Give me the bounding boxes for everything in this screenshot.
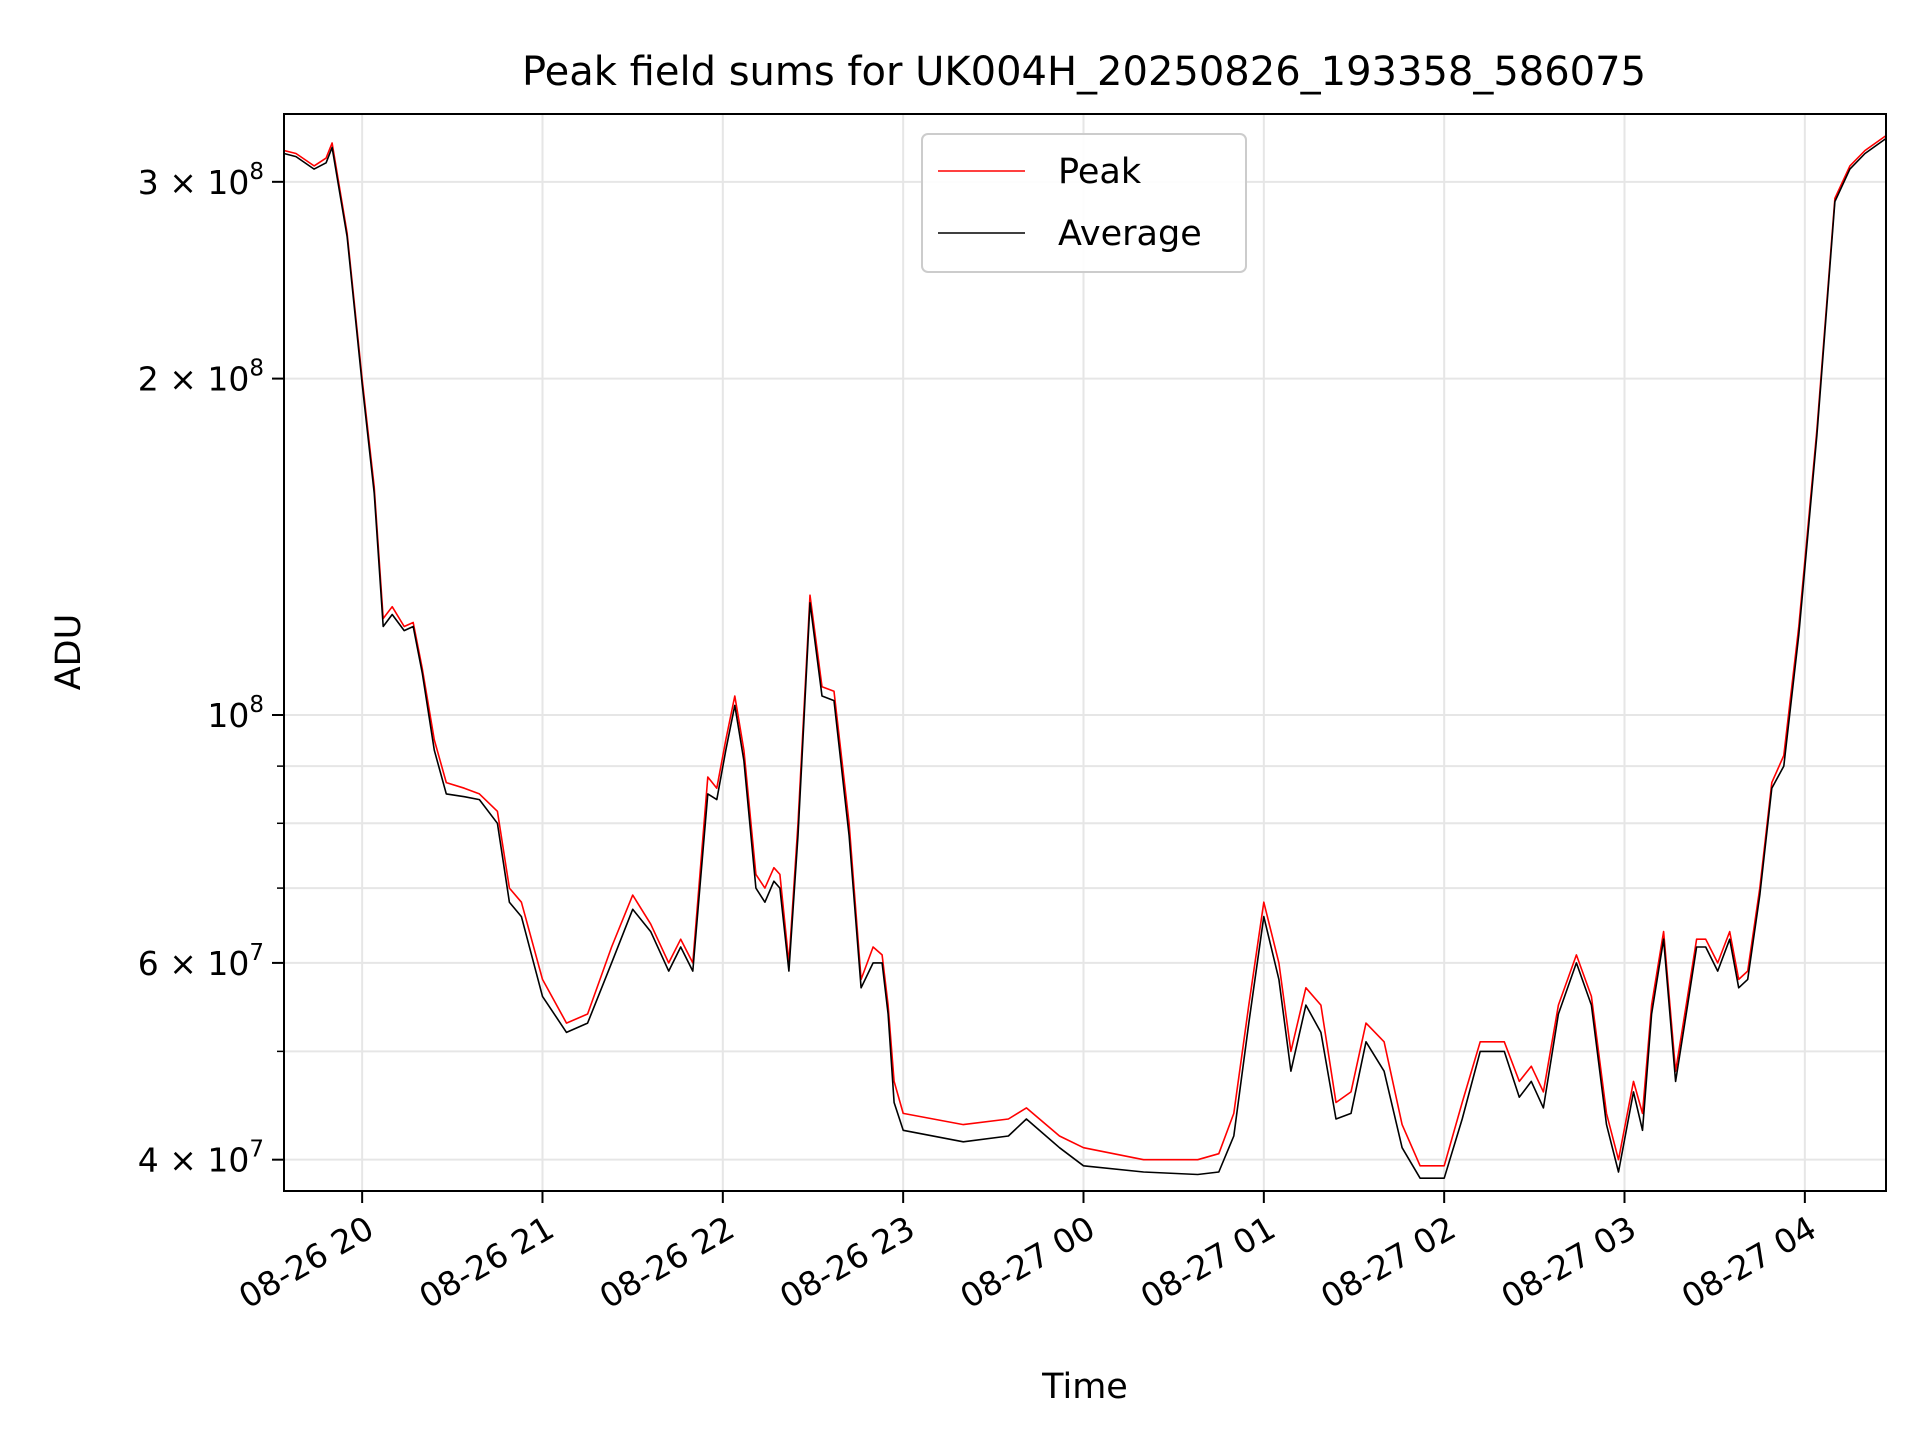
legend-box (921, 133, 1247, 273)
chart-title: Peak field sums for UK004H_20250826_1933… (522, 49, 1646, 95)
x-axis-label: Time (1041, 1367, 1128, 1407)
y-tick-label: 3 × 108 (138, 159, 264, 202)
y-axis-label: ADU (49, 614, 89, 691)
plot-area (283, 134, 1887, 1179)
legend-average-label: Average (1058, 214, 1202, 254)
grid (284, 114, 1886, 1191)
y-tick-label: 6 × 107 (138, 940, 264, 983)
y-tick-label: 4 × 107 (138, 1137, 264, 1180)
legend-peak-label: Peak (1058, 152, 1142, 192)
y-tick-label: 2 × 108 (138, 356, 264, 399)
series-line-peak (283, 134, 1887, 1167)
legend: Peak Average (921, 133, 1247, 273)
axes-frame (283, 113, 1887, 1192)
series-line-average (283, 137, 1887, 1179)
